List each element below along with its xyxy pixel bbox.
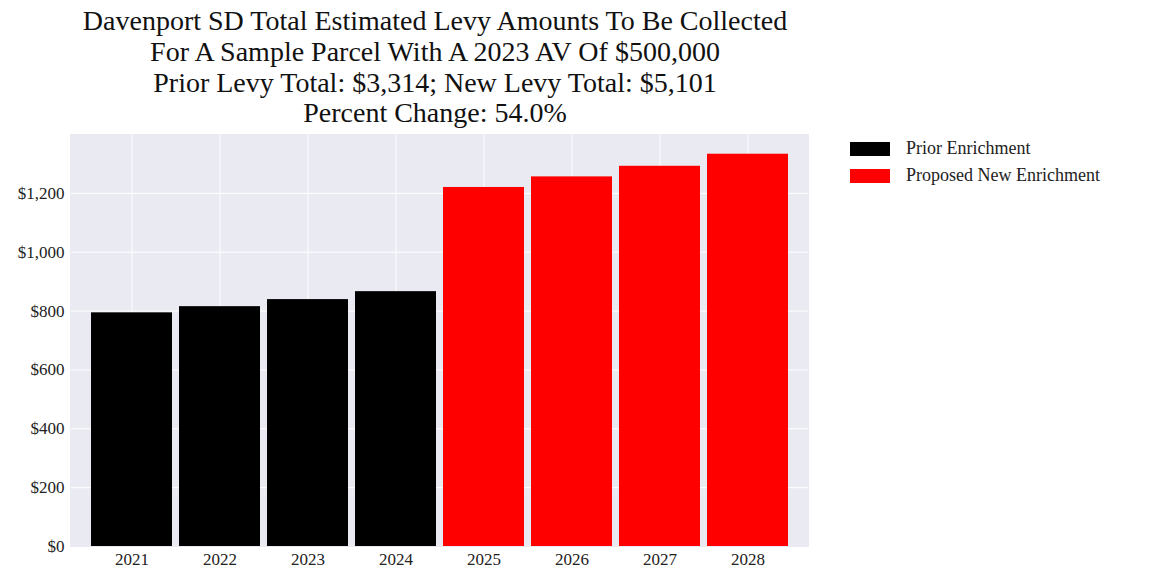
svg-text:$400: $400	[31, 419, 65, 438]
svg-text:2027: 2027	[643, 550, 678, 569]
svg-text:2028: 2028	[731, 550, 765, 569]
svg-text:$600: $600	[31, 360, 65, 379]
svg-text:$200: $200	[31, 478, 65, 497]
svg-text:$800: $800	[31, 302, 65, 321]
html-text:Prior Enrichment: Prior Enrichment	[906, 138, 1031, 158]
svg-text:2026: 2026	[555, 550, 589, 569]
svg-text:2024: 2024	[379, 550, 414, 569]
html-text:Proposed New Enrichment: Proposed New Enrichment	[906, 165, 1100, 185]
svg-text:$1,200: $1,200	[18, 184, 65, 203]
svg-text:$1,000: $1,000	[18, 243, 65, 262]
svg-text:2023: 2023	[291, 550, 325, 569]
html-text:Prior Levy Total: $3,314; New: Prior Levy Total: $3,314; New Levy Total…	[153, 66, 717, 98]
html-text:Davenport SD Total Estimated L: Davenport SD Total Estimated Levy Amount…	[82, 5, 788, 36]
html-text:Percent Change: 54.0%: Percent Change: 54.0%	[303, 97, 567, 129]
svg-text:2022: 2022	[203, 550, 237, 569]
svg-text:2021: 2021	[115, 550, 149, 569]
svg-text:$0: $0	[48, 537, 65, 556]
svg-text:2025: 2025	[467, 550, 501, 569]
html-text:For A Sample Parcel With A 202: For A Sample Parcel With A 2023 AV Of $5…	[150, 35, 720, 67]
